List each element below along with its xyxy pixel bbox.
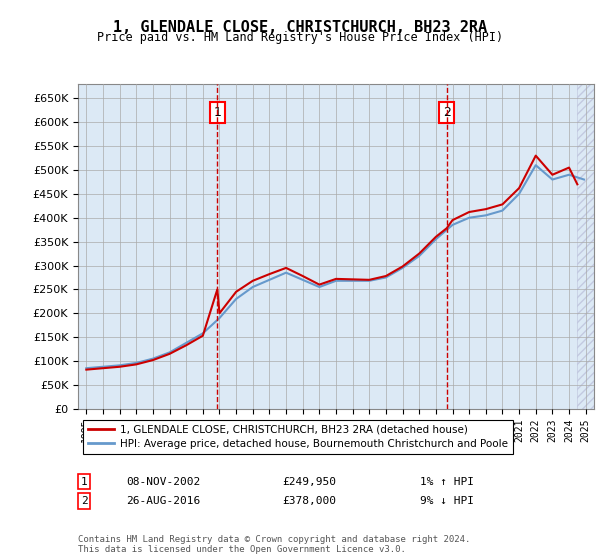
Text: 1, GLENDALE CLOSE, CHRISTCHURCH, BH23 2RA: 1, GLENDALE CLOSE, CHRISTCHURCH, BH23 2R… xyxy=(113,20,487,35)
Text: 1% ↑ HPI: 1% ↑ HPI xyxy=(420,477,474,487)
Text: Contains HM Land Registry data © Crown copyright and database right 2024.
This d: Contains HM Land Registry data © Crown c… xyxy=(78,535,470,554)
Text: 26-AUG-2016: 26-AUG-2016 xyxy=(126,496,200,506)
Text: £249,950: £249,950 xyxy=(282,477,336,487)
Bar xyxy=(577,84,594,409)
Text: 1: 1 xyxy=(80,477,88,487)
Text: 2: 2 xyxy=(443,106,451,119)
Text: 08-NOV-2002: 08-NOV-2002 xyxy=(126,477,200,487)
Text: 9% ↓ HPI: 9% ↓ HPI xyxy=(420,496,474,506)
Text: 1: 1 xyxy=(214,106,221,119)
Text: £378,000: £378,000 xyxy=(282,496,336,506)
Text: Price paid vs. HM Land Registry's House Price Index (HPI): Price paid vs. HM Land Registry's House … xyxy=(97,31,503,44)
Legend: 1, GLENDALE CLOSE, CHRISTCHURCH, BH23 2RA (detached house), HPI: Average price, : 1, GLENDALE CLOSE, CHRISTCHURCH, BH23 2R… xyxy=(83,419,513,454)
Text: 2: 2 xyxy=(80,496,88,506)
